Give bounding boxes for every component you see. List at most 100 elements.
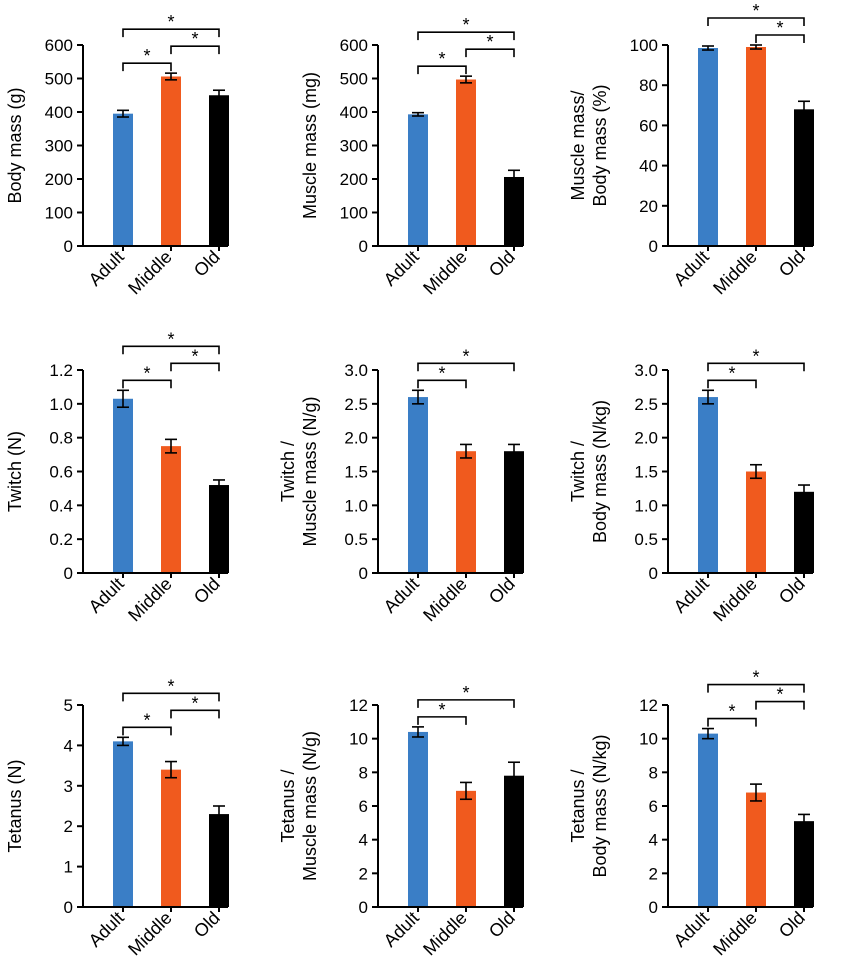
bar-adult bbox=[698, 397, 718, 573]
x-tick-label: Middle bbox=[419, 574, 471, 626]
significance-bracket bbox=[417, 699, 515, 708]
x-tick-label: Middle bbox=[124, 574, 176, 626]
y-tick-label: 200 bbox=[45, 170, 73, 189]
y-tick-label: 2 bbox=[64, 817, 73, 836]
y-tick-label: 1.0 bbox=[49, 395, 73, 414]
bar-middle bbox=[746, 471, 766, 573]
bar-middle bbox=[746, 792, 766, 907]
bar-middle bbox=[161, 76, 181, 247]
bar-middle bbox=[456, 79, 476, 246]
significance-star: * bbox=[728, 363, 735, 383]
significance-bracket bbox=[170, 45, 220, 55]
y-tick-label: 400 bbox=[340, 103, 368, 122]
y-tick-label: 3.0 bbox=[634, 361, 658, 380]
significance-star: * bbox=[191, 346, 198, 366]
x-tick-label: Middle bbox=[124, 247, 176, 299]
bar-old bbox=[209, 95, 229, 246]
significance-bracket bbox=[417, 31, 515, 41]
significance-star: * bbox=[752, 1, 759, 21]
significance-star: * bbox=[191, 693, 198, 713]
y-tick-label: 100 bbox=[630, 36, 658, 55]
bar-middle bbox=[161, 446, 181, 573]
x-tick-label: Adult bbox=[380, 908, 423, 951]
x-tick-label: Middle bbox=[419, 908, 471, 960]
y-tick-label: 40 bbox=[639, 157, 658, 176]
bar-middle bbox=[456, 451, 476, 573]
x-tick-label: Old bbox=[190, 574, 224, 608]
significance-bracket bbox=[417, 65, 467, 75]
bar-adult bbox=[698, 48, 718, 246]
y-tick-label: 1.0 bbox=[634, 496, 658, 515]
y-axis-label: Muscle mass/ bbox=[568, 90, 588, 200]
y-axis-label: Twitch / bbox=[278, 441, 298, 502]
significance-bracket bbox=[122, 345, 220, 355]
x-tick-label: Old bbox=[775, 247, 809, 281]
y-tick-label: 0 bbox=[359, 564, 368, 583]
significance-bracket bbox=[122, 379, 172, 389]
y-tick-label: 500 bbox=[340, 70, 368, 89]
y-tick-label: 4 bbox=[359, 831, 368, 850]
y-tick-label: 0 bbox=[64, 237, 73, 256]
bar-old bbox=[794, 491, 814, 573]
y-axis-label: Muscle mass (N/g) bbox=[300, 396, 320, 546]
y-tick-label: 12 bbox=[349, 696, 368, 715]
x-tick-label: Middle bbox=[709, 908, 761, 960]
y-tick-label: 100 bbox=[340, 204, 368, 223]
y-tick-label: 12 bbox=[639, 696, 658, 715]
x-tick-label: Middle bbox=[709, 247, 761, 299]
y-tick-label: 0 bbox=[64, 564, 73, 583]
significance-bracket bbox=[707, 362, 805, 372]
significance-star: * bbox=[486, 32, 493, 52]
y-tick-label: 1 bbox=[64, 858, 73, 877]
y-tick-label: 5 bbox=[64, 696, 73, 715]
bar-adult bbox=[113, 113, 133, 246]
y-tick-label: 8 bbox=[359, 763, 368, 782]
bar-old bbox=[794, 821, 814, 907]
bar-middle bbox=[456, 790, 476, 907]
y-tick-label: 0.5 bbox=[344, 530, 368, 549]
y-tick-label: 6 bbox=[359, 797, 368, 816]
y-axis-label: Twitch / bbox=[568, 441, 588, 502]
bar-adult bbox=[408, 114, 428, 246]
significance-star: * bbox=[143, 710, 150, 730]
y-tick-label: 400 bbox=[45, 103, 73, 122]
significance-star: * bbox=[728, 702, 735, 722]
x-tick-label: Old bbox=[775, 908, 809, 942]
y-tick-label: 3 bbox=[64, 777, 73, 796]
bar-old bbox=[504, 176, 524, 246]
significance-star: * bbox=[438, 700, 445, 720]
y-tick-label: 10 bbox=[349, 730, 368, 749]
significance-bracket bbox=[417, 716, 467, 725]
y-tick-label: 2.5 bbox=[634, 395, 658, 414]
y-axis-label: Muscle mass (mg) bbox=[300, 72, 320, 219]
bar-adult bbox=[113, 741, 133, 907]
x-tick-label: Adult bbox=[85, 908, 128, 951]
significance-star: * bbox=[438, 49, 445, 69]
significance-bracket bbox=[417, 379, 467, 389]
y-axis-label: Tetanus (N) bbox=[5, 759, 25, 852]
y-axis-label: Body mass (%) bbox=[590, 84, 610, 206]
y-tick-label: 0.5 bbox=[634, 530, 658, 549]
y-tick-label: 2.0 bbox=[344, 429, 368, 448]
y-tick-label: 0 bbox=[649, 237, 658, 256]
y-tick-label: 3.0 bbox=[344, 361, 368, 380]
x-tick-label: Middle bbox=[709, 574, 761, 626]
x-tick-label: Adult bbox=[670, 574, 713, 617]
significance-bracket bbox=[170, 362, 220, 372]
bar-adult bbox=[113, 398, 133, 573]
significance-bracket bbox=[707, 683, 805, 693]
significance-bracket bbox=[707, 379, 757, 389]
y-tick-label: 10 bbox=[639, 730, 658, 749]
significance-bracket bbox=[122, 726, 172, 736]
y-axis-label: Body mass (N/kg) bbox=[590, 734, 610, 877]
y-tick-label: 300 bbox=[45, 137, 73, 156]
y-tick-label: 1.5 bbox=[634, 463, 658, 482]
y-tick-label: 4 bbox=[649, 831, 658, 850]
bar-adult bbox=[408, 397, 428, 573]
y-tick-label: 0.8 bbox=[49, 429, 73, 448]
x-tick-label: Middle bbox=[124, 908, 176, 960]
